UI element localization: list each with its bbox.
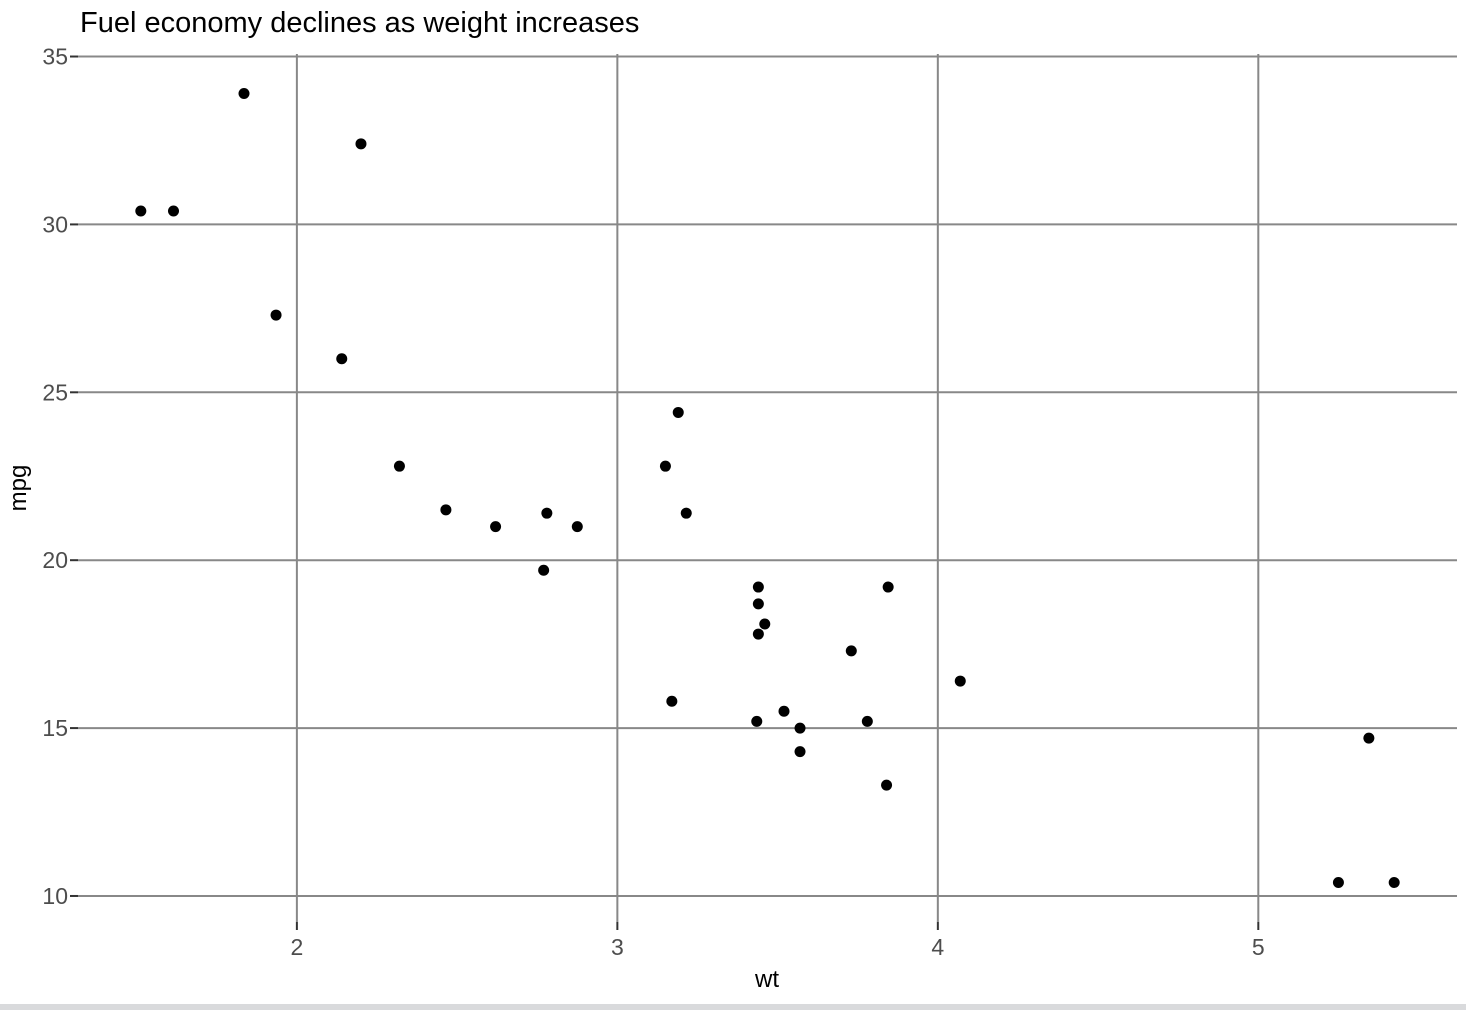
y-axis-tick-label: 15 [42,715,68,741]
y-axis-title: mpg [5,465,32,512]
data-point [1332,877,1344,889]
data-point [1388,877,1400,889]
data-point [752,628,764,640]
data-point [270,309,282,321]
data-point [794,746,806,758]
window-bottom-border [0,1004,1466,1010]
data-point [355,138,367,150]
y-axis-tick-label: 10 [42,883,68,909]
data-point [440,504,452,516]
data-point [751,715,763,727]
data-point [393,460,405,472]
data-point [680,507,692,519]
x-axis-tick-label: 3 [611,934,624,960]
y-axis-tick-label: 20 [42,547,68,573]
data-point [490,521,502,533]
data-point [541,507,553,519]
data-point [659,460,671,472]
data-point [666,695,678,707]
data-point [794,722,806,734]
data-point [336,353,348,365]
y-axis-tick-label: 25 [42,379,68,405]
data-point [882,581,894,593]
x-axis-tick-label: 5 [1252,934,1265,960]
data-point [861,715,873,727]
x-axis-tick-label: 2 [290,934,303,960]
axis-ticks [70,55,1260,930]
data-point [538,564,550,576]
data-point [759,618,771,630]
tick-labels: 2 3 4 5 10 15 20 25 30 35 [42,44,1264,960]
gridlines [78,54,1457,922]
data-point [778,705,790,717]
data-point [135,205,147,217]
data-point [845,645,857,657]
x-axis-title: wt [754,966,779,993]
data-point [752,598,764,610]
data-point [168,205,180,217]
y-axis-tick-label: 30 [42,211,68,237]
data-point [238,87,250,99]
data-point [1363,732,1375,744]
y-axis-tick-label: 35 [42,44,68,70]
data-point [752,581,764,593]
data-point [571,521,583,533]
chart-title: Fuel economy declines as weight increase… [80,7,639,39]
points-layer [135,87,1400,889]
x-axis-tick-label: 4 [931,934,944,960]
data-point [881,779,893,791]
data-point [954,675,966,687]
data-point [672,406,684,418]
